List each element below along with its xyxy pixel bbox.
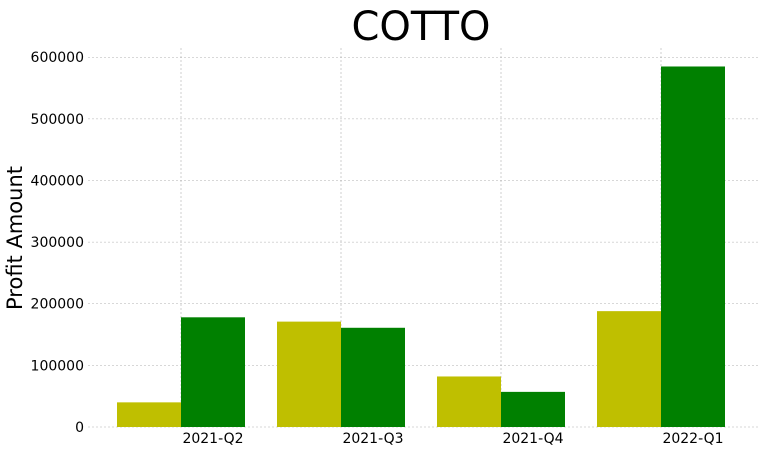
- bar-series-2: [661, 66, 725, 428]
- y-tick-label: 200000: [31, 297, 84, 313]
- x-tick-label: 2021-Q4: [502, 431, 563, 447]
- bar-series-1: [117, 402, 181, 427]
- bars: [117, 66, 725, 428]
- bar-series-1: [597, 311, 661, 427]
- y-tick-label: 400000: [31, 173, 84, 189]
- y-tick-label: 100000: [31, 358, 84, 374]
- y-axis-label: Profit Amount: [3, 166, 27, 310]
- y-tick-labels: 0 100000 200000 300000 400000 500000 600000: [31, 50, 84, 436]
- bar-series-2: [501, 391, 565, 427]
- x-tick-label: 2022-Q1: [662, 431, 723, 447]
- y-tick-label: 0: [75, 420, 84, 436]
- y-tick-label: 600000: [31, 50, 84, 66]
- bar-series-1: [437, 376, 501, 427]
- bar-series-2: [341, 327, 405, 427]
- y-tick-label: 300000: [31, 235, 84, 251]
- bar-series-2: [181, 317, 245, 427]
- x-tick-label: 2021-Q3: [342, 431, 403, 447]
- chart-title: COTTO: [351, 4, 490, 50]
- x-tick-label: 2021-Q2: [182, 431, 243, 447]
- x-tick-labels: 2021-Q2 2021-Q3 2021-Q4 2022-Q1: [182, 431, 723, 447]
- bar-series-1: [277, 321, 341, 427]
- y-tick-label: 500000: [31, 112, 84, 128]
